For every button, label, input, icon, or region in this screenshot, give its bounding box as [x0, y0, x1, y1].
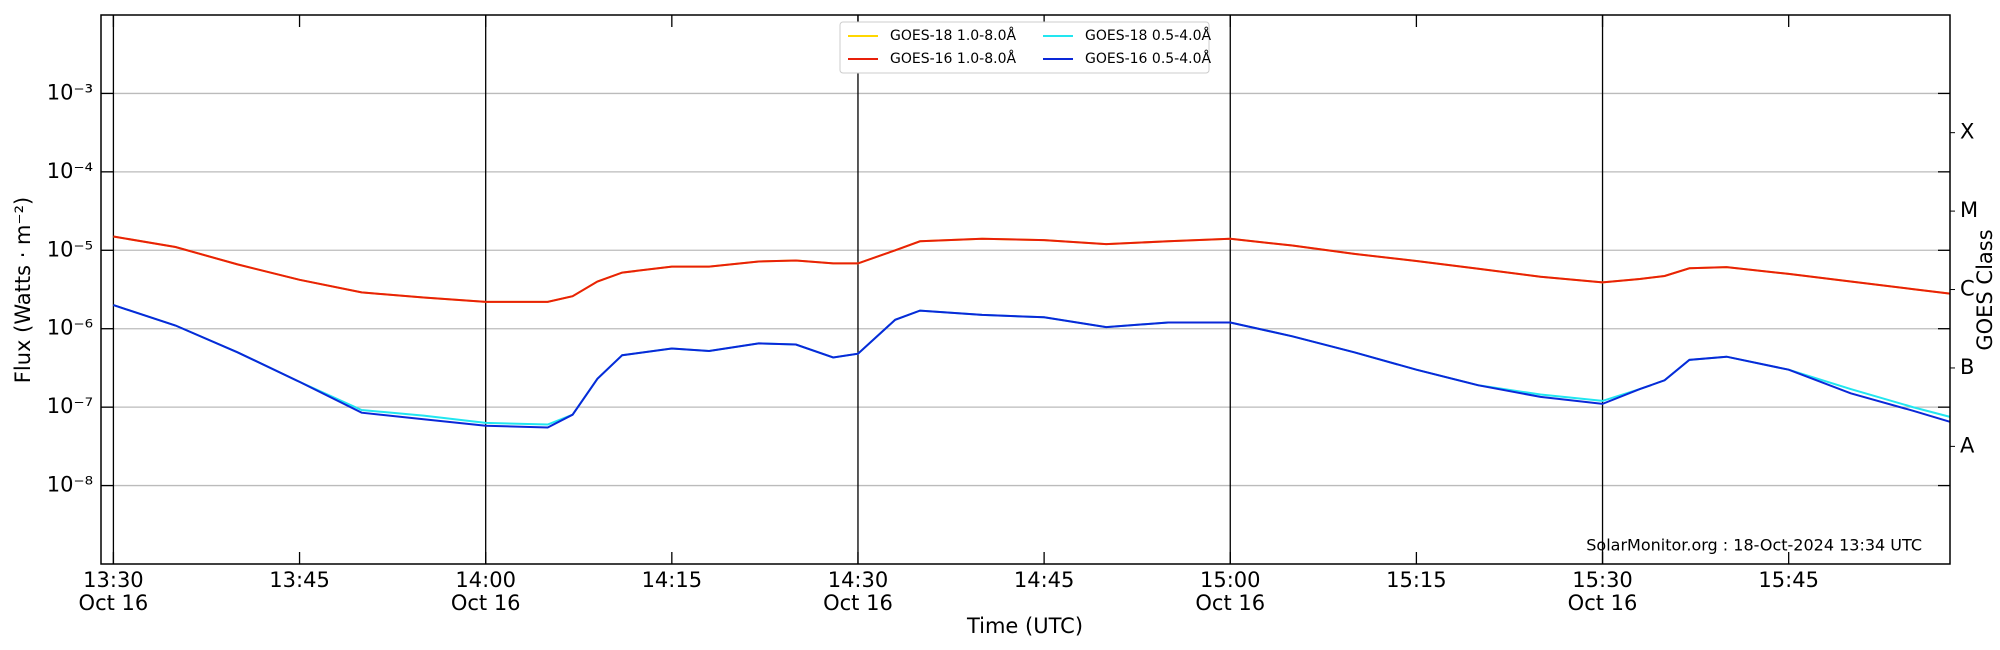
x-tick-label: 14:45 [1013, 568, 1075, 592]
x-tick-label: 15:45 [1758, 568, 1819, 592]
y-tick-label: 10⁻⁶ [47, 316, 93, 340]
series-line [113, 235, 1951, 303]
legend-box [839, 21, 1210, 74]
y2-tick-label: M [1960, 198, 1978, 222]
legend-label: GOES-16 0.5-4.0Å [1085, 50, 1211, 67]
x-tick-label: 13:45 [269, 568, 330, 592]
y-tick-label: 10⁻⁵ [47, 237, 93, 261]
series-line [113, 235, 1951, 303]
annotation: SolarMonitor.org : 18-Oct-2024 13:34 UTC [1586, 536, 1922, 555]
y2-tick-label: C [1960, 277, 1975, 301]
legend-label: GOES-18 0.5-4.0Å [1085, 27, 1211, 44]
y2-tick-label: B [1960, 355, 1974, 379]
x-tick-label: 15:00 Oct 16 [1195, 568, 1266, 615]
x-tick-label: 14:00 Oct 16 [450, 568, 521, 615]
y2-axis-label: GOES Class [1973, 229, 1997, 350]
x-tick-label: 14:30 Oct 16 [823, 568, 893, 615]
y-tick-label: 10⁻⁷ [47, 394, 93, 418]
series-line [113, 304, 1951, 429]
y-tick-label: 10⁻⁸ [47, 473, 93, 497]
y-tick-label: 10⁻⁴ [47, 159, 93, 183]
x-tick-label: 15:15 [1386, 568, 1447, 592]
x-tick-label: 13:30 Oct 16 [78, 568, 149, 615]
y-tick-label: 10⁻³ [47, 80, 93, 104]
legend-label: GOES-18 1.0-8.0Å [890, 27, 1016, 44]
y2-tick-label: X [1960, 120, 1974, 144]
y2-tick-label: A [1960, 433, 1975, 457]
plot-frame [100, 14, 1951, 565]
y-axis-label: Flux (Watts · m⁻²) [11, 197, 35, 383]
x-axis-label: Time (UTC) [966, 614, 1083, 638]
x-tick-label: 15:30 Oct 16 [1567, 568, 1638, 615]
legend-label: GOES-16 1.0-8.0Å [890, 50, 1016, 67]
x-tick-label: 14:15 [641, 568, 703, 592]
